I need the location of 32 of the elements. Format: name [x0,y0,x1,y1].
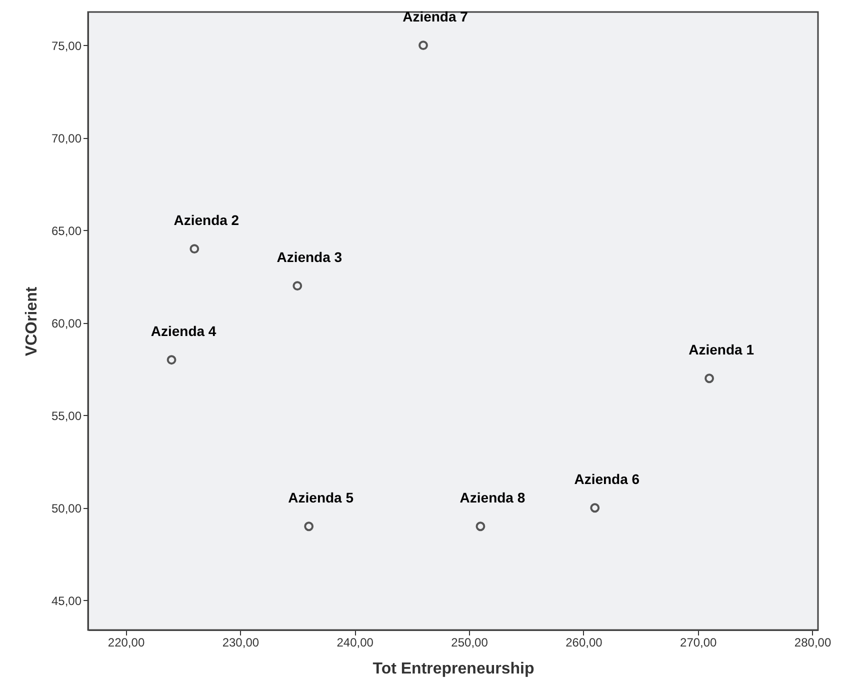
x-tick-label: 260,00 [566,636,603,650]
annotation: Azienda 8 [460,489,526,506]
point [190,244,200,254]
y-tick-label: 45,00 [51,594,82,608]
x-tick-label: 220,00 [108,636,145,650]
point [166,355,176,365]
y-tick-label: 65,00 [51,224,82,238]
x-tick-label: 280,00 [794,636,832,650]
point [304,522,314,532]
y-tick-label: 60,00 [51,316,82,330]
x-tick-label: 240,00 [336,636,374,650]
point [418,40,428,50]
annotation: Azienda 1 [688,341,754,358]
annotation: Azienda 2 [174,212,240,228]
y-axis-title: VCOrient [23,286,40,356]
annotation: Azienda 6 [574,470,640,487]
x-axis-title: Tot Entrepreneurship [372,660,534,678]
x-tick-label: 230,00 [222,636,260,650]
x-tick-label: 250,00 [451,636,488,650]
y-tick-label: 50,00 [51,501,82,516]
y-tick-label: 75,00 [51,38,82,53]
point [292,281,302,291]
annotation: Azienda 7 [402,8,468,24]
annotation: Azienda 4 [150,322,216,339]
y-tick-label: 70,00 [51,131,82,146]
annotation: Azienda 3 [276,248,342,265]
point [704,374,714,384]
annotation: Azienda 5 [288,489,354,506]
y-tick-label: 55,00 [51,408,82,423]
x-tick-label: 270,00 [680,636,718,650]
point [476,522,486,532]
point [590,503,600,513]
